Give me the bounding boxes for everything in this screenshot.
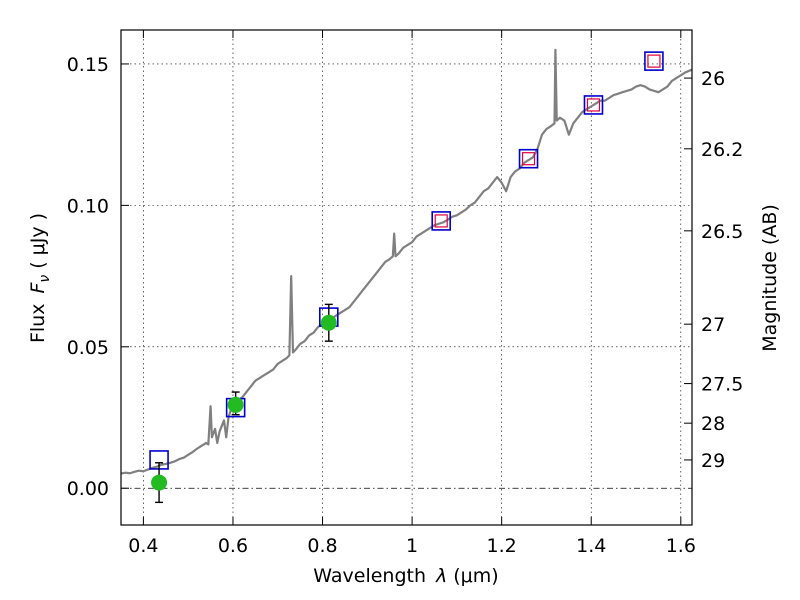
observed-flux-point	[151, 474, 168, 491]
y-tick-label: 0.15	[67, 54, 109, 76]
x-tick-label: 1.4	[576, 535, 606, 557]
observed-photometry-square	[434, 214, 448, 228]
x-tick-label: 0.6	[218, 535, 248, 557]
magnitude-tick-label: 27.5	[701, 374, 743, 396]
observed-photometry-square	[647, 54, 661, 68]
plot-area	[120, 48, 693, 504]
observed-photometry-square	[586, 98, 601, 112]
magnitude-tick-label: 27	[701, 314, 725, 336]
x-axis-ticks: 0.4 0.6 0.8 1 1.2 1.4 1.6	[128, 30, 696, 557]
y-tick-label: 0.10	[67, 195, 109, 217]
magnitude-axis-ticks: 26 26.2 26.5 27 27.5 28 29	[684, 68, 743, 472]
x-tick-label: 1	[406, 535, 418, 557]
x-tick-label: 1.6	[666, 535, 696, 557]
magnitude-tick-label: 29	[701, 450, 725, 472]
model-photometry-square	[644, 51, 664, 71]
observed-flux-point	[227, 396, 244, 413]
magnitude-axis-label: Magnitude (AB)	[759, 204, 781, 352]
y-axis-label: FluxFν( μJy )	[27, 213, 53, 343]
magnitude-tick-label: 26.2	[701, 139, 743, 161]
plot-frame	[120, 29, 693, 526]
magnitude-tick-label: 26	[701, 68, 725, 90]
gridlines	[121, 30, 692, 525]
y-axis-ticks: 0.00 0.05 0.10 0.15	[67, 54, 129, 500]
observed-flux-point	[320, 314, 337, 331]
model-photometry-square	[518, 148, 539, 169]
x-tick-label: 0.4	[128, 535, 158, 557]
magnitude-tick-label: 28	[701, 413, 725, 435]
magnitude-tick-label: 26.5	[701, 221, 743, 243]
x-axis-label: Wavelength λ (μm)	[313, 565, 498, 587]
x-tick-label: 1.2	[487, 535, 517, 557]
model-photometry-square	[431, 211, 452, 231]
model-photometry-square	[583, 95, 604, 115]
y-tick-label: 0.00	[67, 478, 109, 500]
y-tick-label: 0.05	[67, 337, 109, 359]
x-tick-label: 0.8	[307, 535, 337, 557]
observed-photometry-square	[521, 152, 536, 166]
